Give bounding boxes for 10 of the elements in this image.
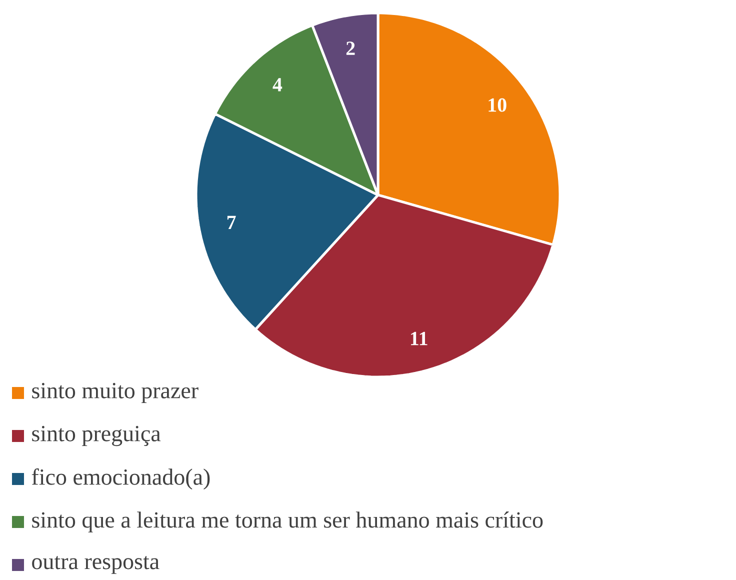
legend-label: fico emocionado(a)	[32, 468, 210, 490]
data-label: 7	[227, 216, 236, 229]
data-label: 11	[410, 332, 428, 346]
legend-label: sinto que a leitura me torna um ser humano mais crítico	[32, 512, 543, 532]
legend-label: outra resposta	[32, 556, 160, 574]
data-label: 4	[272, 78, 282, 92]
data-label: 10	[488, 98, 506, 112]
data-label: 2	[346, 42, 355, 55]
legend-label: sinto preguiça	[32, 426, 161, 446]
legend-label: sinto muito prazer	[32, 382, 198, 404]
